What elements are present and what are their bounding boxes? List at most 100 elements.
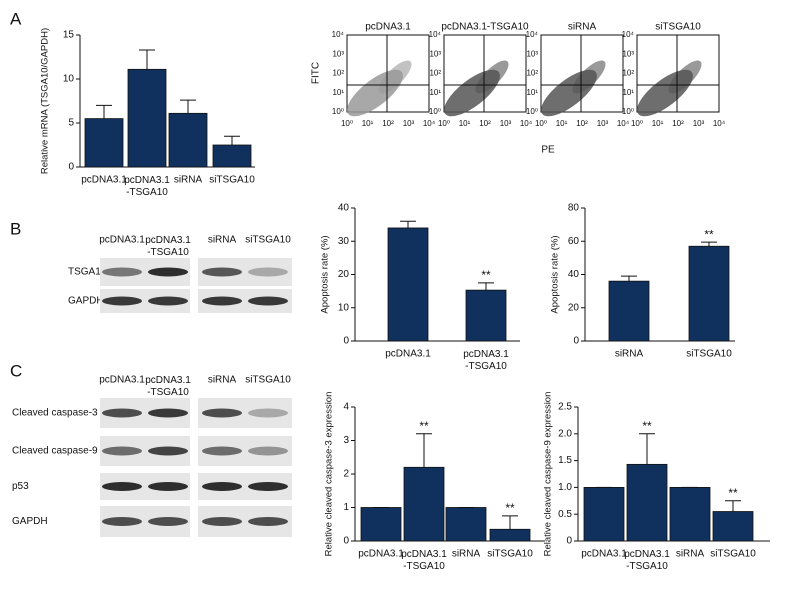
flow-x-tick: 10¹ — [459, 119, 471, 128]
significance: ** — [704, 227, 714, 241]
x-tick-label: siRNA — [615, 349, 644, 360]
blot-column-label: siTSGA10 — [245, 375, 291, 386]
blot-row-label: GAPDH — [12, 516, 48, 527]
blot-column-label: pcDNA3.1 -TSGA10 — [145, 235, 191, 258]
flow-x-tick: 10¹ — [652, 119, 664, 128]
x-tick-label: siTSGA10 — [487, 549, 533, 560]
x-tick-label: pcDNA3.1 — [581, 549, 627, 560]
blot-column-label: pcDNA3.1 — [99, 375, 145, 386]
blot-band — [148, 517, 188, 526]
error-bar — [639, 433, 655, 465]
blot-row-label: TSGA10 — [68, 267, 107, 278]
y-tick-label: 0 — [573, 336, 579, 347]
bar — [403, 466, 445, 542]
bar — [360, 507, 402, 542]
blot-band — [102, 517, 142, 526]
flow-y-label: FITC — [311, 62, 322, 84]
flow-x-tick: 10⁴ — [423, 119, 436, 128]
flow-y-tick: 10² — [429, 69, 441, 78]
flow-y-tick: 10¹ — [526, 88, 538, 97]
y-axis-label: Relative mRNA (TSGA10/GAPDH) — [40, 28, 51, 174]
flow-x-tick: 10¹ — [556, 119, 568, 128]
y-tick-label: 1.5 — [558, 455, 572, 466]
y-tick-label: 10 — [63, 74, 75, 85]
flow-y-tick: 10⁴ — [429, 30, 442, 39]
flow-y-tick: 10³ — [622, 49, 634, 58]
flow-y-tick: 10⁴ — [332, 30, 345, 39]
y-axis-label: Relative cleaved caspase-3 expression — [324, 392, 335, 557]
flow-x-tick: 10⁰ — [535, 119, 547, 128]
y-tick-label: 80 — [568, 203, 580, 214]
flow-y-tick: 10³ — [526, 49, 538, 58]
flow-y-tick: 10⁰ — [429, 107, 441, 116]
blot-band — [248, 408, 288, 418]
blot-band — [248, 517, 288, 526]
y-tick-label: 3 — [343, 435, 349, 446]
error-bar — [180, 99, 196, 114]
y-tick-label: 40 — [568, 269, 580, 280]
flow-x-tick: 10⁰ — [631, 119, 643, 128]
bar — [489, 528, 531, 542]
bar — [84, 118, 124, 168]
flow-x-tick: 10² — [382, 119, 394, 128]
bar — [688, 245, 730, 342]
bar — [712, 511, 754, 542]
flow-y-tick: 10⁰ — [332, 107, 344, 116]
error-bar — [478, 282, 494, 291]
significance: ** — [728, 486, 738, 500]
bar — [465, 289, 507, 342]
x-tick-label: pcDNA3.1 -TSGA10 — [624, 549, 670, 572]
y-tick-label: 20 — [338, 269, 350, 280]
x-tick-label: siRNA — [174, 175, 203, 186]
flow-title: siRNA — [568, 22, 597, 33]
flow-x-tick: 10¹ — [362, 119, 374, 128]
blot-row-label: Cleaved caspase-3 — [12, 408, 98, 419]
error-bar — [400, 220, 416, 228]
flow-x-tick: 10⁰ — [438, 119, 450, 128]
error-bar — [139, 49, 155, 70]
flow-y-tick: 10⁰ — [622, 107, 634, 116]
blot-band — [148, 446, 188, 456]
error-bar — [621, 275, 637, 282]
blot-band — [148, 408, 188, 418]
y-tick-label: 2.5 — [558, 402, 572, 413]
y-tick-label: 30 — [338, 236, 350, 247]
flow-x-label: PE — [541, 145, 555, 156]
y-tick-label: 0.5 — [558, 509, 572, 520]
significance: ** — [505, 501, 515, 515]
flow-y-tick: 10⁰ — [526, 107, 538, 116]
x-tick-label: siRNA — [452, 549, 481, 560]
blot-band — [102, 482, 142, 491]
blot-column-label: siTSGA10 — [245, 235, 291, 246]
flow-x-tick: 10³ — [597, 119, 609, 128]
x-tick-label: siTSGA10 — [686, 349, 732, 360]
blot-column-label: siRNA — [208, 235, 237, 246]
y-tick-label: 40 — [338, 203, 350, 214]
error-bar — [725, 500, 741, 512]
blot-band — [148, 267, 188, 277]
error-bar — [502, 515, 518, 530]
x-tick-label: siRNA — [676, 549, 705, 560]
blot-column-label: siRNA — [208, 375, 237, 386]
y-tick-label: 15 — [63, 30, 75, 41]
y-tick-label: 1 — [343, 502, 349, 513]
flow-y-tick: 10¹ — [622, 88, 634, 97]
flow-y-tick: 10² — [622, 69, 634, 78]
flow-x-tick: 10² — [576, 119, 588, 128]
significance: ** — [642, 419, 652, 433]
error-bar — [224, 135, 240, 145]
flow-x-tick: 10⁴ — [520, 119, 533, 128]
flow-x-tick: 10³ — [500, 119, 512, 128]
blot-column-label: pcDNA3.1 — [99, 235, 145, 246]
x-tick-label: pcDNA3.1 -TSGA10 — [463, 349, 509, 372]
panel-label: C — [10, 361, 22, 380]
bar — [387, 227, 429, 342]
flow-y-tick: 10¹ — [429, 88, 441, 97]
panel-label: B — [10, 219, 21, 238]
blot-band — [202, 296, 242, 306]
bar — [626, 463, 668, 542]
flow-y-tick: 10³ — [429, 49, 441, 58]
blot-band — [202, 408, 242, 418]
flow-y-tick: 10⁴ — [622, 30, 635, 39]
